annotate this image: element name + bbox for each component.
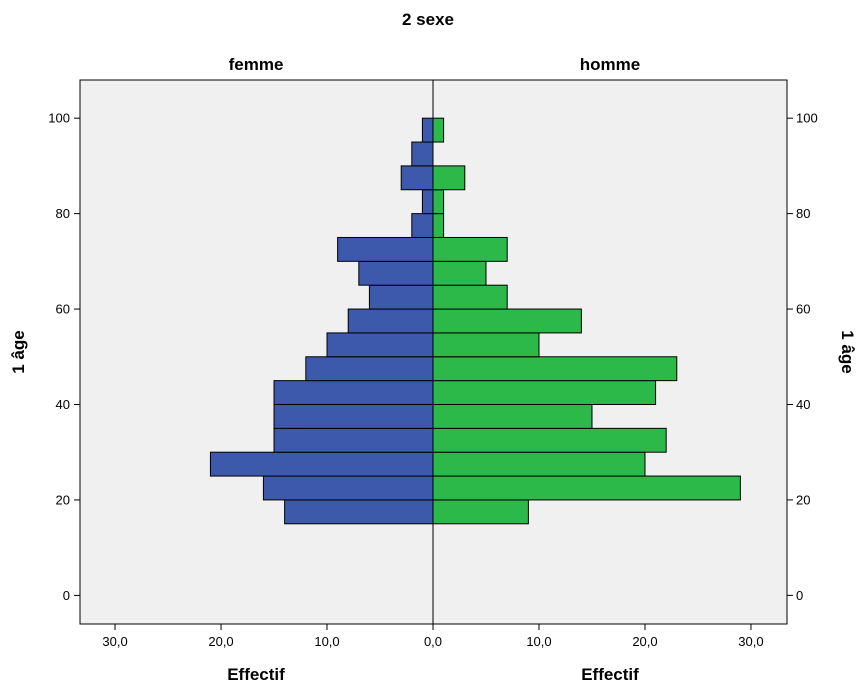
bar-homme-30-35	[432, 427, 667, 453]
y-tick-label-right: 60	[796, 302, 810, 317]
bar-femme-50-55	[326, 332, 434, 358]
bar-homme-55-60	[432, 308, 582, 334]
x-tick-label: 0,0	[424, 634, 442, 649]
bar-femme-25-30	[209, 451, 434, 477]
bars-group	[209, 117, 741, 525]
bar-femme-30-35	[273, 427, 434, 453]
y-axis-title-left: 1 âge	[9, 330, 28, 373]
bar-homme-60-65	[432, 284, 508, 310]
y-tick-label-right: 100	[796, 111, 818, 126]
x-axis-title-left: Effectif	[227, 665, 285, 684]
y-tick-label-right: 80	[796, 206, 810, 221]
bar-femme-45-50	[305, 356, 434, 382]
bar-femme-35-40	[273, 403, 434, 429]
x-tick-label: 20,0	[208, 634, 233, 649]
bar-femme-90-95	[411, 141, 434, 167]
y-tick-label-left: 100	[48, 111, 70, 126]
bar-femme-70-75	[337, 236, 434, 262]
y-tick-label-right: 0	[796, 588, 803, 603]
bar-homme-20-25	[432, 475, 741, 501]
y-tick-label-left: 60	[56, 302, 70, 317]
bar-femme-85-90	[400, 165, 434, 191]
y-tick-label-left: 80	[56, 206, 70, 221]
axes-group: 0 0 20 20 40 40 60 60 80 80 100 100 30,0 20,0 10,0 0,0 1…	[48, 111, 817, 649]
bar-homme-45-50	[432, 356, 678, 382]
x-tick-label: 30,0	[102, 634, 127, 649]
bar-homme-65-70	[432, 260, 487, 286]
chart-title: 2 sexe	[402, 10, 454, 29]
bar-homme-95-100	[432, 117, 445, 143]
bar-homme-15-20	[432, 499, 529, 525]
x-tick-label: 10,0	[526, 634, 551, 649]
x-axis-title-right: Effectif	[581, 665, 639, 684]
bar-homme-85-90	[432, 165, 466, 191]
bar-homme-75-80	[432, 213, 445, 238]
bar-homme-50-55	[432, 332, 540, 358]
bar-femme-55-60	[347, 308, 434, 334]
y-tick-label-left: 20	[56, 492, 70, 507]
bar-femme-60-65	[368, 284, 434, 310]
bar-homme-35-40	[432, 403, 593, 429]
y-tick-label-right: 40	[796, 397, 810, 412]
bar-homme-40-45	[432, 380, 657, 405]
bar-homme-25-30	[432, 451, 646, 477]
bar-femme-40-45	[273, 380, 434, 405]
y-tick-label-left: 0	[63, 588, 70, 603]
x-tick-label: 20,0	[632, 634, 657, 649]
bar-femme-15-20	[284, 499, 434, 525]
bar-homme-80-85	[432, 189, 445, 215]
bar-femme-75-80	[411, 213, 434, 238]
panel-title-homme: homme	[580, 55, 640, 74]
y-tick-label-left: 40	[56, 397, 70, 412]
panel-title-femme: femme	[229, 55, 284, 74]
bar-femme-80-85	[421, 189, 434, 215]
x-tick-label: 30,0	[738, 634, 763, 649]
x-tick-label: 10,0	[314, 634, 339, 649]
y-tick-label-right: 20	[796, 492, 810, 507]
bar-homme-70-75	[432, 236, 508, 262]
bar-femme-20-25	[262, 475, 434, 501]
y-axis-title-right: 1 âge	[838, 330, 857, 373]
bar-femme-95-100	[421, 117, 434, 143]
bar-femme-65-70	[358, 260, 434, 286]
